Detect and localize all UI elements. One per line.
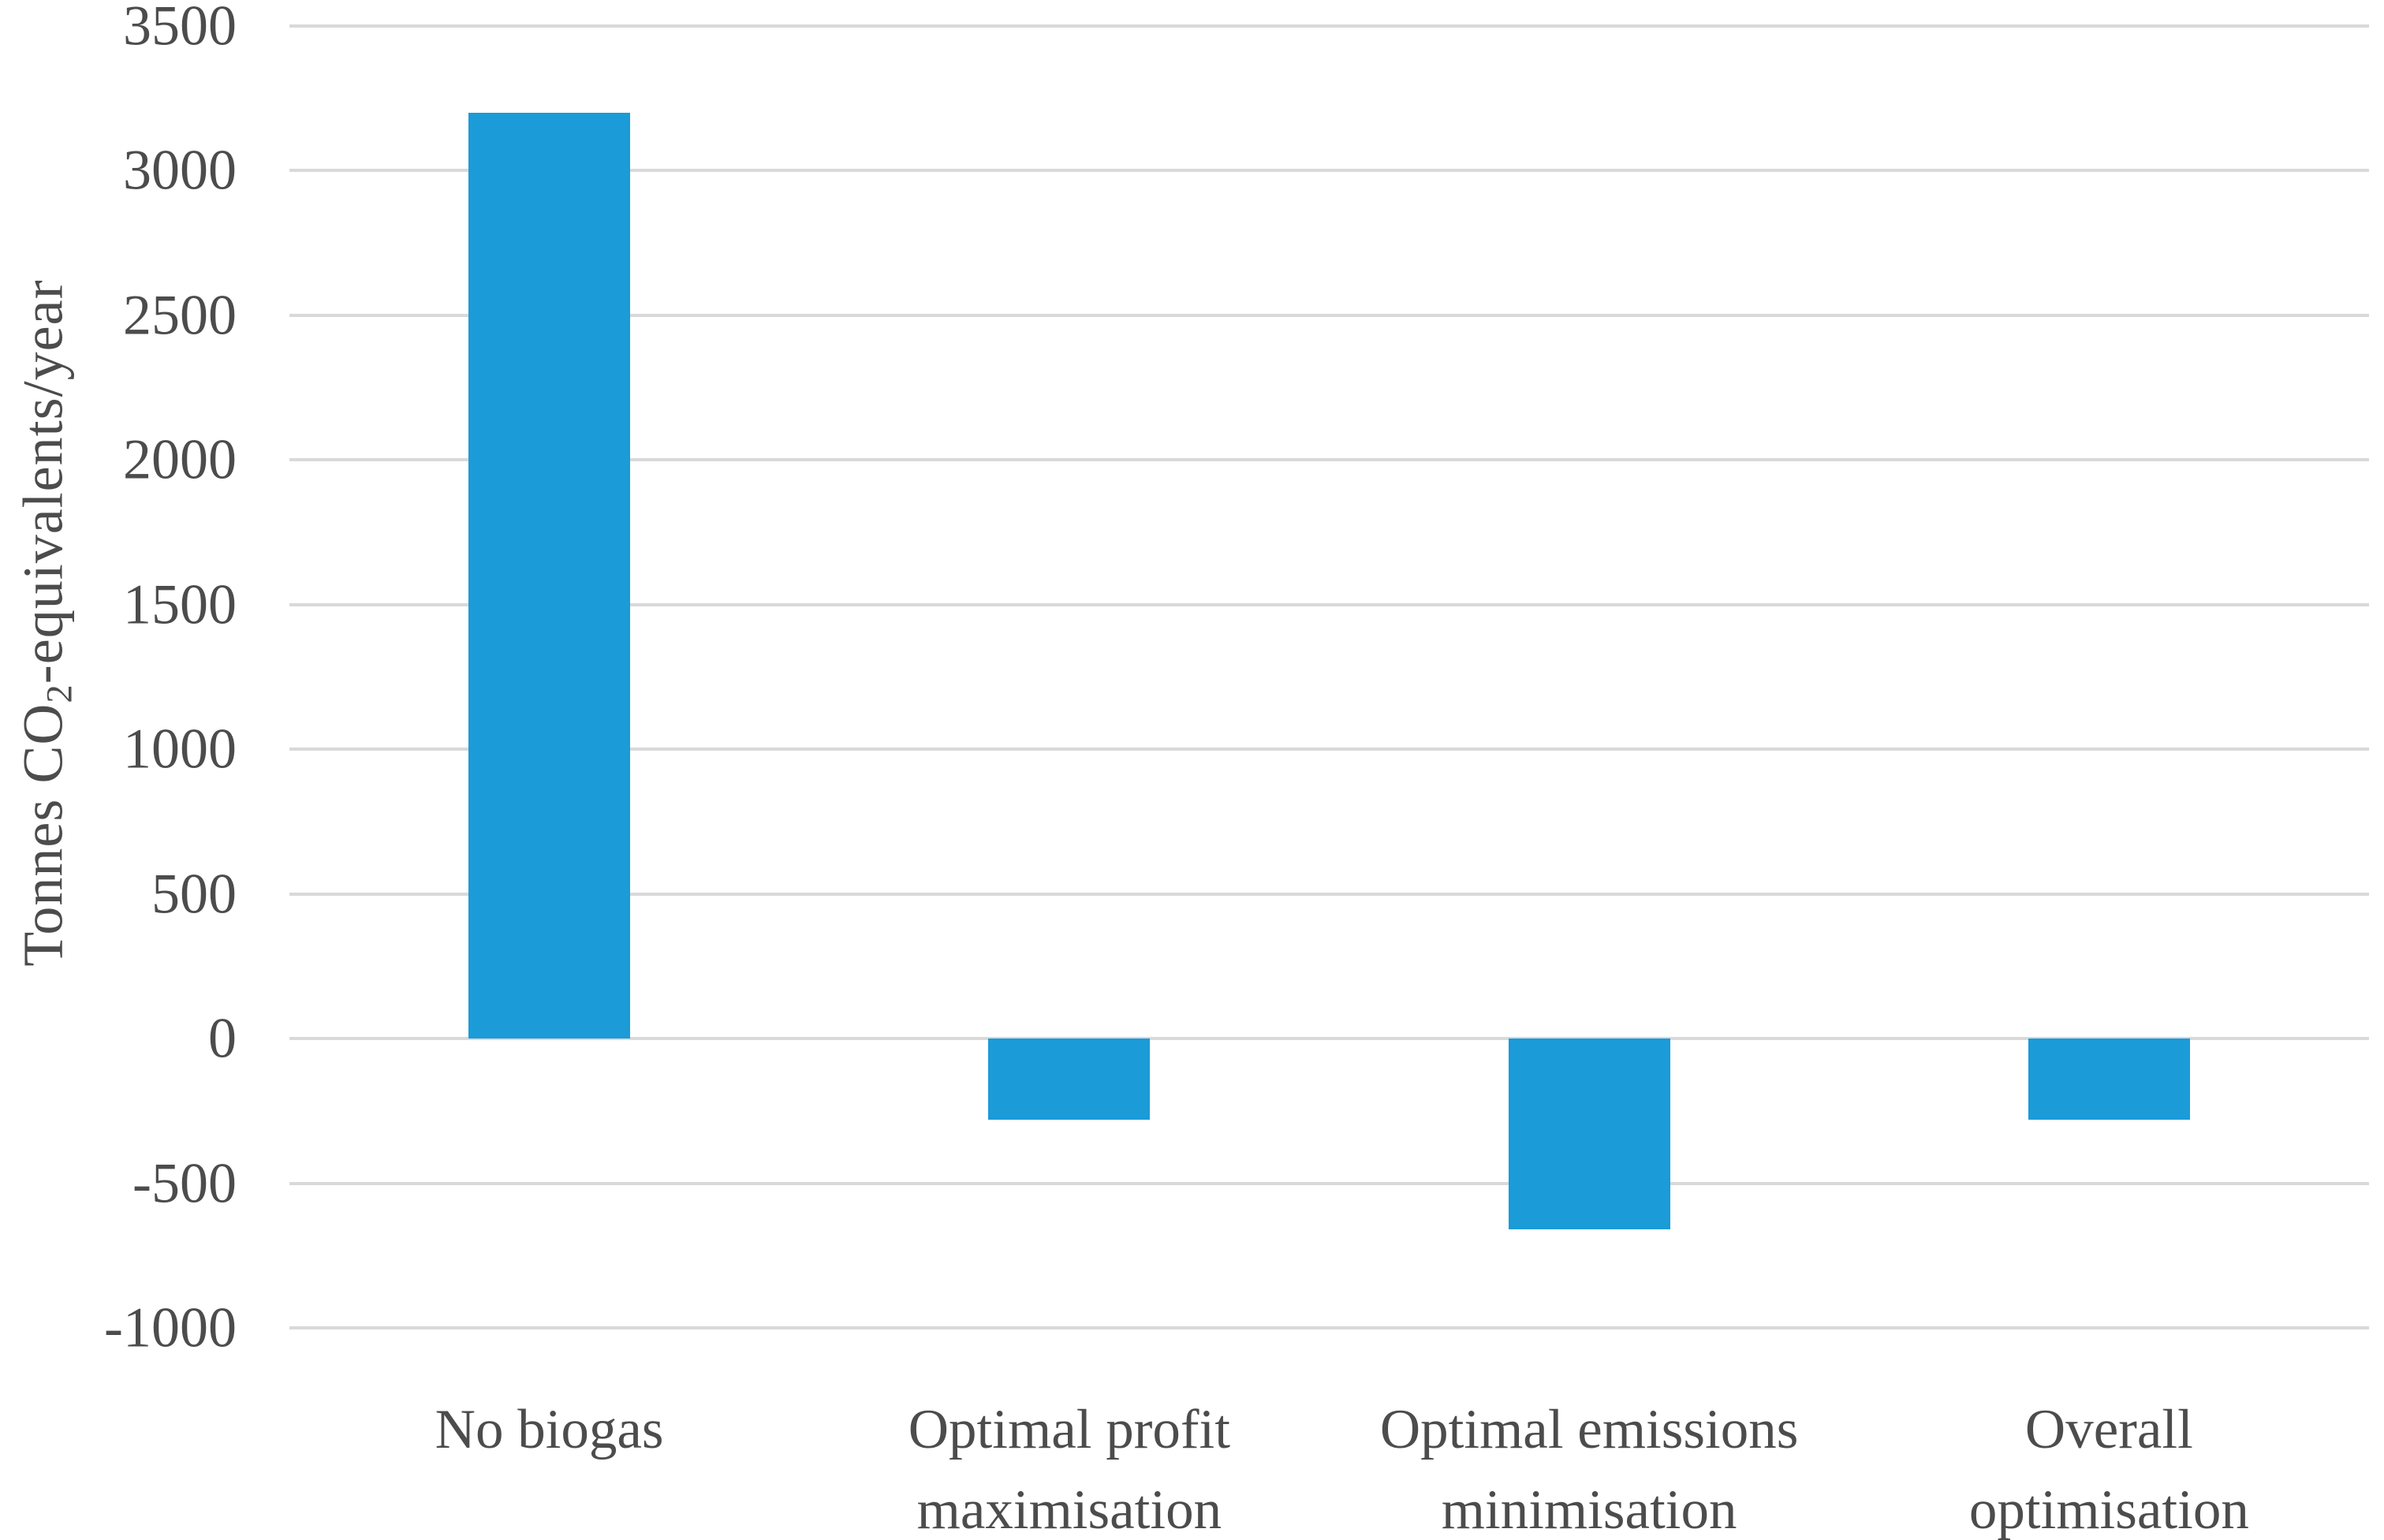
y-tick-label--1000: -1000: [104, 1296, 237, 1359]
y-tick-label-3000: 3000: [123, 138, 237, 202]
gridline-2000: [289, 458, 2369, 462]
bar-4: [2028, 1038, 2190, 1120]
x-category-label-line: minimisation: [1441, 1479, 1737, 1540]
x-category-label-1: No biogas: [435, 1389, 664, 1470]
y-axis-title-subscript: 2: [39, 684, 80, 703]
x-category-label-line: maximisation: [916, 1479, 1222, 1540]
gridline--500: [289, 1181, 2369, 1185]
y-tick-label-1500: 1500: [123, 572, 237, 636]
y-tick-label-500: 500: [151, 862, 237, 926]
bar-2: [988, 1038, 1151, 1120]
x-category-label-line: Overall: [2024, 1399, 2193, 1460]
x-category-label-3: Optimal emissions minimisation: [1380, 1389, 1799, 1540]
gridline-0: [289, 1037, 2369, 1041]
y-tick-label-3500: 3500: [123, 0, 237, 58]
y-tick-label-2500: 2500: [123, 283, 237, 347]
gridline-500: [289, 892, 2369, 896]
x-category-label-line: No biogas: [435, 1399, 664, 1460]
bar-1: [468, 113, 631, 1039]
y-axis-title: Tonnes CO2-equivalents/year: [11, 279, 81, 966]
x-category-label-line: optimisation: [1968, 1479, 2249, 1540]
gridline-1000: [289, 748, 2369, 751]
x-category-label-4: Overall optimisation: [1969, 1389, 2249, 1540]
bar-3: [1508, 1038, 1670, 1230]
y-axis-title-prefix: Tonnes CO: [11, 703, 75, 967]
y-tick-label-1000: 1000: [123, 717, 237, 781]
gridline--1000: [289, 1326, 2369, 1329]
y-axis-title-suffix: -equivalents/year: [11, 279, 75, 684]
y-tick-label-2000: 2000: [123, 427, 237, 491]
x-category-label-2: Optimal profit maximisation: [908, 1389, 1230, 1540]
y-tick-label--500: -500: [132, 1151, 237, 1215]
x-category-label-line: Optimal profit: [908, 1399, 1230, 1460]
gridline-3500: [289, 24, 2369, 28]
gridline-1500: [289, 602, 2369, 606]
gridline-2500: [289, 313, 2369, 317]
gridline-3000: [289, 169, 2369, 173]
x-category-label-line: Optimal emissions: [1379, 1399, 1799, 1460]
y-tick-label-0: 0: [208, 1006, 237, 1070]
